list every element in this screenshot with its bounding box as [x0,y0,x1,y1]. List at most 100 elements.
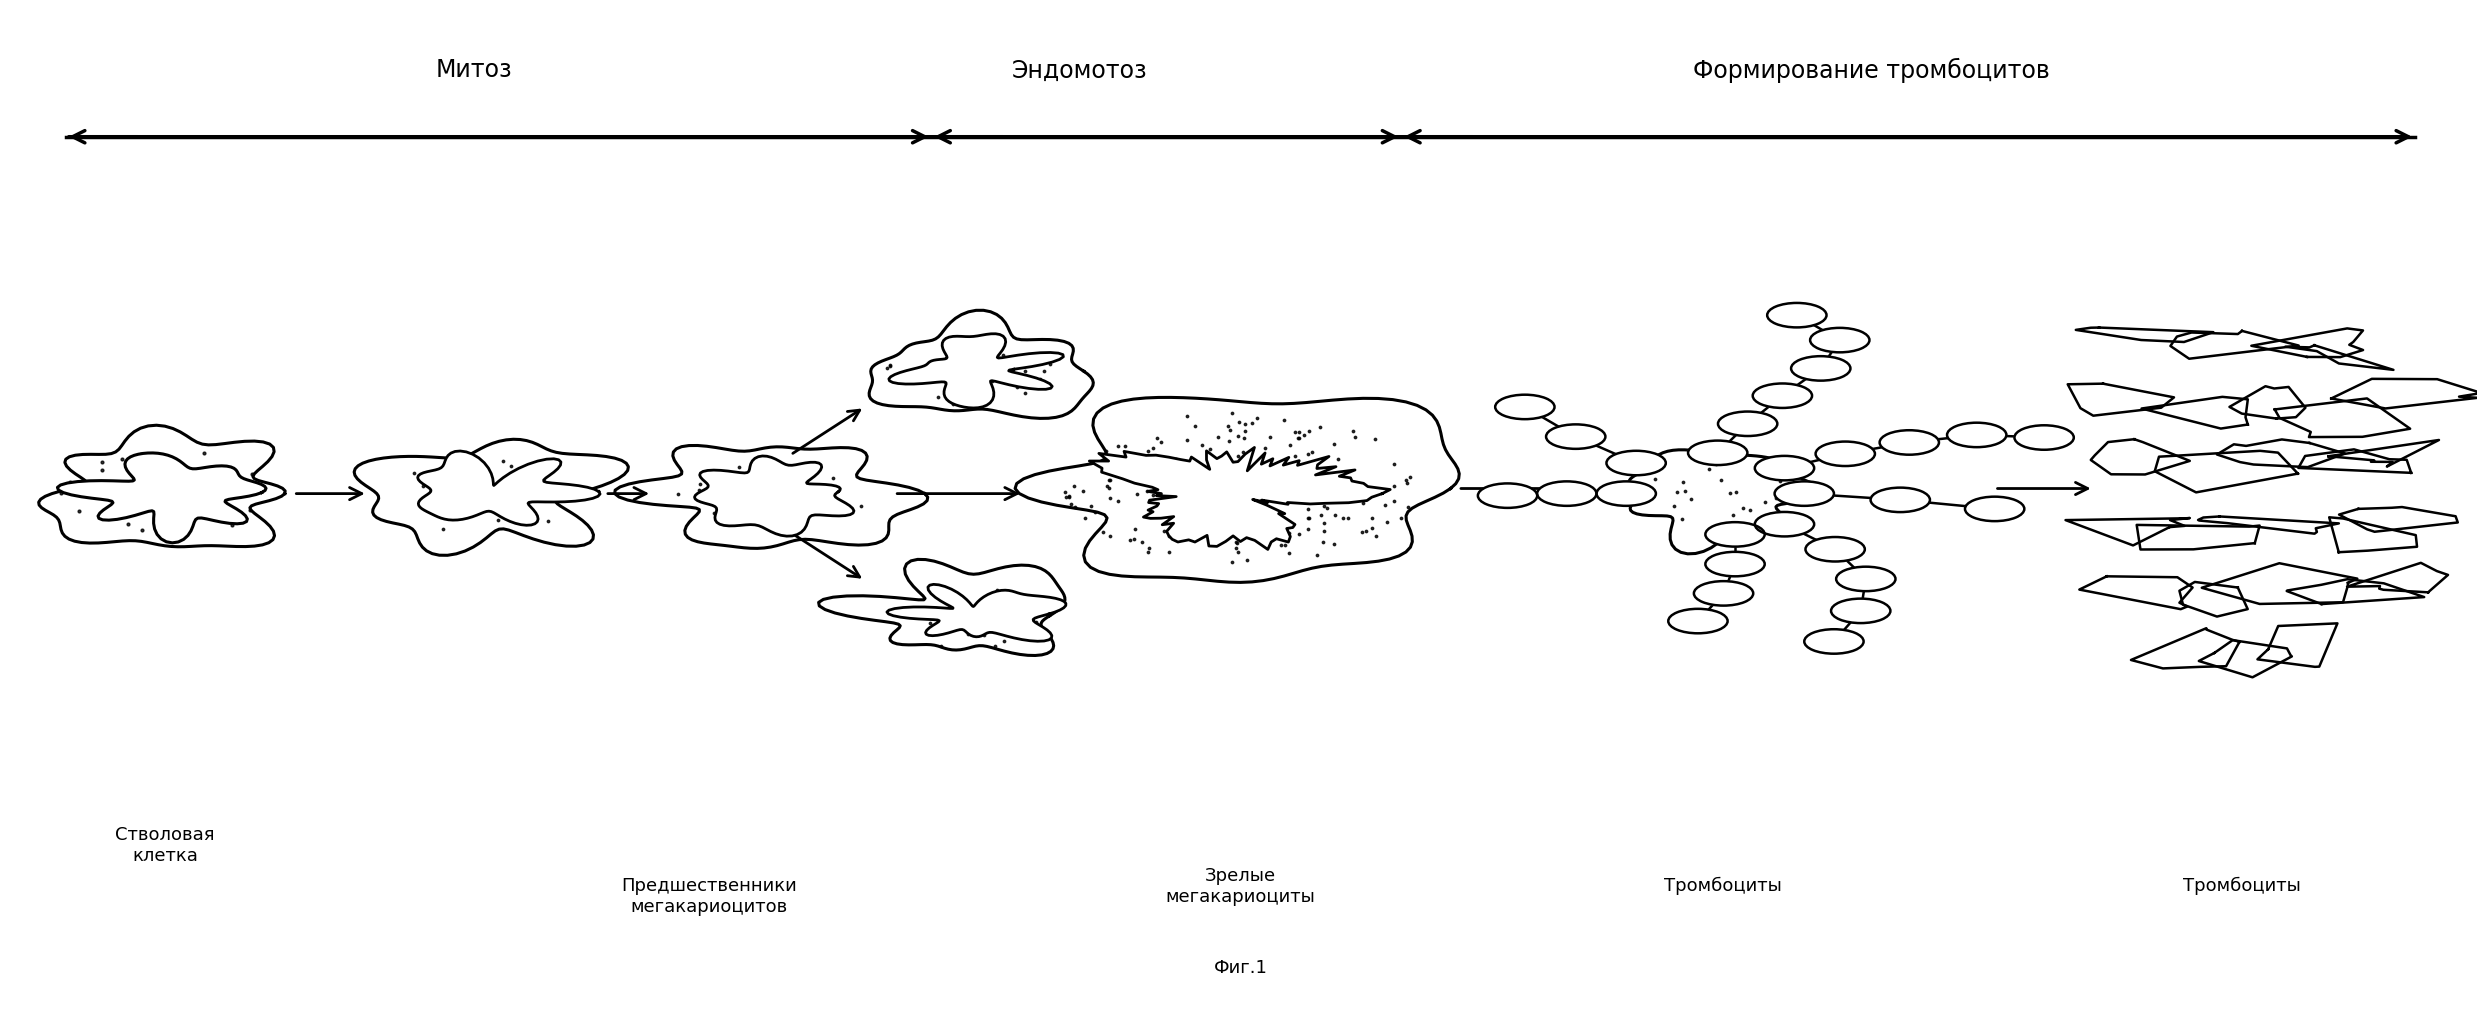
Point [1005,384,1045,401]
Point [50,474,89,490]
Point [1280,526,1320,543]
Point [1315,436,1355,452]
Point [920,637,960,654]
Circle shape [1598,481,1655,506]
Point [886,362,925,378]
Point [715,499,754,515]
Point [1017,593,1057,610]
Point [1201,457,1240,474]
Point [1374,492,1414,509]
Point [484,453,523,470]
Circle shape [1752,383,1811,408]
Circle shape [1704,552,1764,577]
Point [719,477,759,493]
Point [1315,537,1355,553]
Point [950,607,990,623]
Point [1290,424,1330,440]
Point [1665,483,1704,500]
Point [176,476,216,492]
Point [521,478,561,494]
Polygon shape [886,584,1067,641]
Point [1166,408,1206,425]
Circle shape [1881,431,1940,454]
Point [657,486,697,503]
Circle shape [1831,598,1891,623]
Point [422,501,461,517]
Point [1387,472,1427,488]
Point [920,582,960,598]
Point [727,479,767,495]
Point [1759,473,1799,489]
Point [1690,462,1729,478]
Point [1020,371,1059,388]
Point [1218,544,1258,560]
Point [1325,473,1365,489]
Point [1258,465,1298,481]
Circle shape [1754,512,1814,537]
Point [1250,429,1290,445]
Point [1305,471,1345,487]
Point [1084,524,1124,541]
Point [1250,464,1290,480]
Point [940,391,980,407]
Polygon shape [2258,623,2337,667]
Point [422,479,461,495]
Point [1218,428,1258,444]
Point [1087,478,1126,494]
Point [700,469,739,485]
Point [1178,528,1218,545]
Point [1352,509,1392,525]
Point [1049,489,1089,506]
Point [1017,614,1057,630]
Point [1015,602,1054,619]
Circle shape [1774,481,1833,506]
Point [119,470,159,486]
Point [1208,418,1248,435]
Point [1223,430,1263,446]
Circle shape [1806,537,1866,561]
Point [1149,483,1188,500]
Point [1280,430,1320,446]
Polygon shape [2198,640,2292,677]
Point [1025,363,1064,379]
Point [1030,356,1069,372]
Point [169,484,208,501]
Polygon shape [2067,383,2173,415]
Point [816,497,856,513]
Polygon shape [2079,577,2193,610]
Polygon shape [2297,449,2412,473]
Circle shape [1667,609,1727,633]
Point [933,387,973,403]
Point [1347,522,1387,539]
Point [511,492,551,509]
Point [1305,515,1345,531]
Point [144,510,184,526]
Point [1164,505,1203,521]
Point [1002,347,1042,364]
Polygon shape [2136,525,2260,550]
Point [717,479,757,495]
Point [402,477,442,493]
Polygon shape [1630,450,1824,554]
Point [1253,484,1293,501]
Circle shape [1804,629,1863,654]
Point [519,487,558,504]
Point [719,458,759,475]
Point [1181,500,1221,516]
Circle shape [1766,303,1826,327]
Point [841,499,881,515]
Point [1211,452,1250,469]
Polygon shape [57,453,265,543]
Point [1305,498,1345,514]
Point [1166,432,1206,448]
Point [973,373,1012,390]
Point [953,354,992,370]
Polygon shape [2287,579,2424,604]
Polygon shape [2171,331,2300,359]
Circle shape [1965,497,2024,521]
Text: Эндомотоз: Эндомотоз [1012,59,1149,82]
Point [1223,525,1263,542]
Circle shape [1754,455,1814,480]
Point [1164,511,1203,527]
Point [491,481,531,498]
